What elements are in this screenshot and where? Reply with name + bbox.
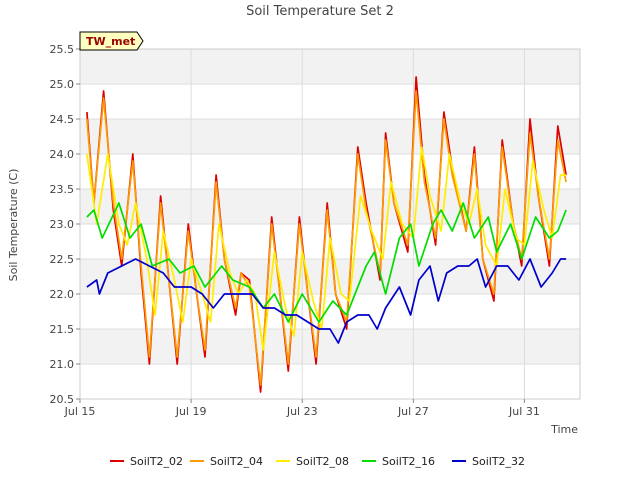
y-tick-label: 22.0 (50, 288, 75, 301)
legend: SoilT2_02 SoilT2_04 SoilT2_08 SoilT2_16 Soil… (110, 455, 525, 468)
legend-label: SoilT2_02 (130, 455, 183, 468)
legend-item: SoilT2_16 (362, 455, 435, 468)
legend-item: SoilT2_32 (452, 455, 525, 468)
legend-label: SoilT2_08 (296, 455, 349, 468)
y-tick-label: 25.5 (50, 43, 75, 56)
plot-band (80, 154, 580, 189)
x-tick-label: Jul 19 (175, 405, 207, 418)
y-tick-label: 22.5 (50, 253, 75, 266)
y-axis-ticks: 20.5 21.0 21.5 22.0 22.5 23.0 23.5 24.0 24.5 25.0… (50, 43, 80, 406)
series-line-soilt2_04 (86, 90, 567, 386)
y-tick-label: 21.5 (50, 323, 75, 336)
x-tick-label: Jul 27 (397, 405, 429, 418)
x-axis-label: Time (550, 423, 578, 436)
site-badge-box (79, 31, 144, 51)
plot-band (80, 294, 580, 329)
plot-band (80, 84, 580, 119)
chart-title: Soil Temperature Set 2 (246, 4, 394, 19)
y-tick-label: 20.5 (50, 393, 75, 406)
y-tick-label: 24.0 (50, 148, 75, 161)
legend-item: SoilT2_02 (110, 455, 183, 468)
plot-band (80, 329, 580, 364)
series-line-soilt2_32 (86, 258, 567, 344)
series-line-soilt2_08 (86, 146, 567, 351)
legend-label: SoilT2_32 (472, 455, 525, 468)
y-tick-label: 24.5 (50, 113, 75, 126)
x-tick-label: Jul 31 (508, 405, 540, 418)
site-badge-label: TW_met (86, 35, 135, 48)
legend-item: SoilT2_04 (190, 455, 263, 468)
series-lines (86, 76, 567, 393)
y-tick-label: 21.0 (50, 358, 75, 371)
x-tick-label: Jul 15 (64, 405, 96, 418)
plot-band (80, 49, 580, 84)
legend-label: SoilT2_04 (210, 455, 263, 468)
legend-label: SoilT2_16 (382, 455, 435, 468)
x-axis-ticks: Jul 15 Jul 19 Jul 23 Jul 27 Jul 31 (64, 399, 540, 418)
series-line-soilt2_16 (86, 202, 567, 323)
y-tick-label: 23.0 (50, 218, 75, 231)
plot-band (80, 119, 580, 154)
site-badge: TW_met (79, 31, 144, 51)
y-tick-label: 23.5 (50, 183, 75, 196)
y-axis-label: Soil Temperature (C) (7, 169, 20, 282)
legend-item: SoilT2_08 (276, 455, 349, 468)
y-tick-label: 25.0 (50, 78, 75, 91)
plot-band (80, 364, 580, 399)
x-tick-label: Jul 23 (286, 405, 318, 418)
